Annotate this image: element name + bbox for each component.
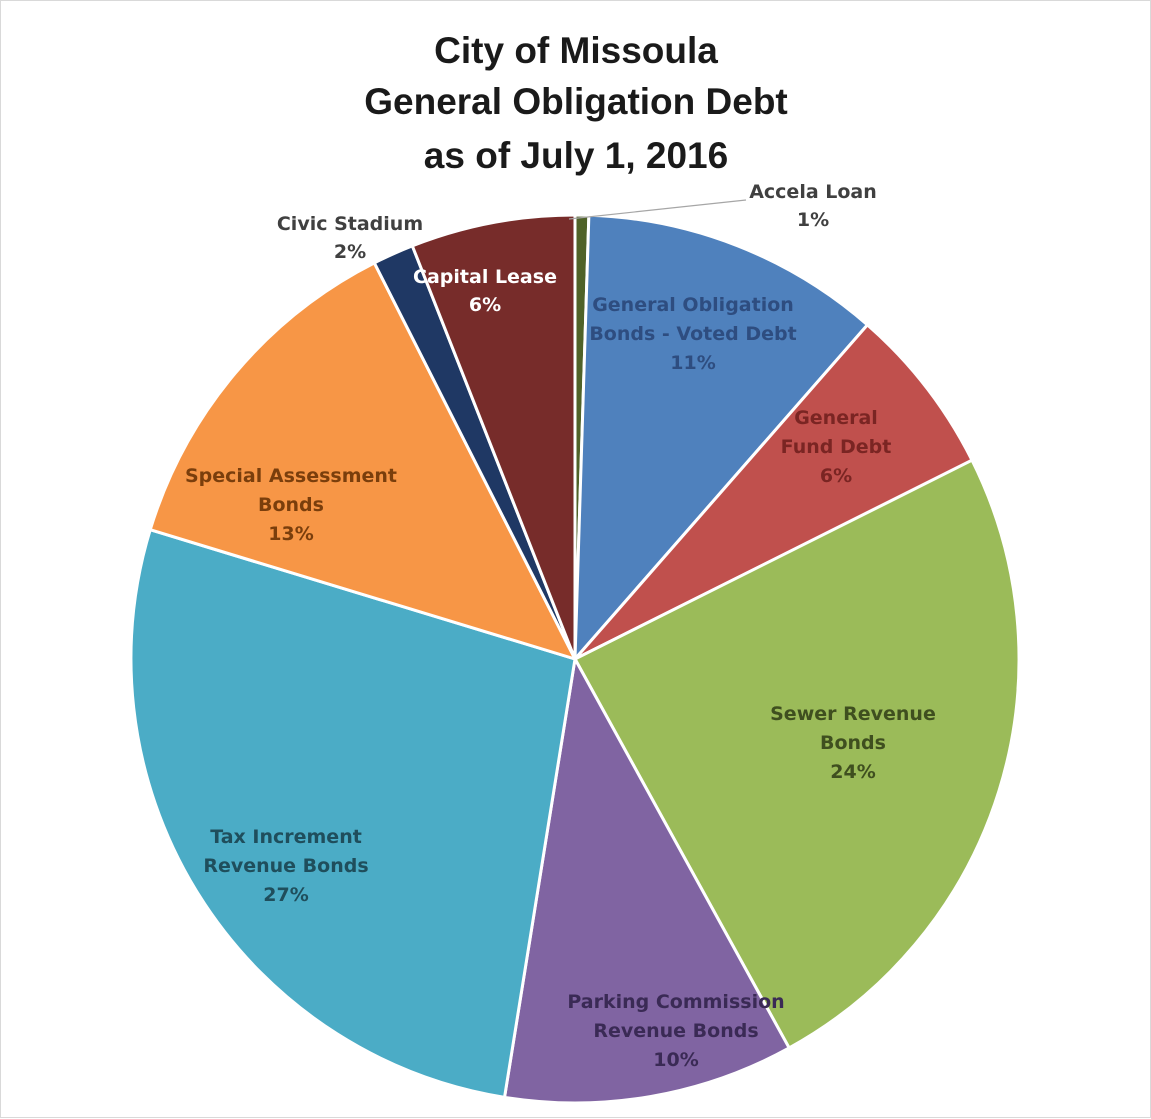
pie-slice-general-obligation-bonds-voted-debt [573, 213, 869, 661]
slice-label: General Fund Debt 6% [781, 407, 892, 487]
slice-label: Special Assessment Bonds 13% [185, 465, 397, 545]
leader-line [568, 199, 747, 220]
slice-label: Parking Commission Revenue Bonds 10% [567, 991, 784, 1071]
chart-title-line: as of July 1, 2016 [424, 135, 728, 176]
leader-lines [568, 199, 747, 220]
pie-slice-special-assessment-bonds [148, 261, 577, 661]
chart-title-line: City of Missoula [434, 30, 718, 71]
pie-slice-sewer-revenue-bonds [573, 458, 1021, 1050]
pie-slice-tax-increment-revenue-bonds [129, 528, 577, 1099]
slice-label: Capital Lease 6% [413, 266, 557, 316]
slice-label: Sewer Revenue Bonds 24% [770, 703, 936, 783]
chart-title-line: General Obligation Debt [364, 81, 788, 122]
slice-labels: Accela Loan 1% General Obligation Bonds - V… [185, 181, 936, 1071]
pie-slice-parking-commission-revenue-bonds [503, 657, 791, 1105]
slice-label: Civic Stadium 2% [277, 213, 423, 263]
pie-slices [129, 213, 1021, 1105]
slice-label: Accela Loan 1% [749, 181, 877, 231]
slice-label: General Obligation Bonds - Voted Debt 11% [589, 294, 796, 374]
chart-title: City of Missoula General Obligation Debt a… [364, 30, 788, 176]
pie-slice-capital-lease [410, 213, 577, 661]
pie-slice-general-fund-debt [573, 323, 974, 661]
slice-label: Tax Increment Revenue Bonds 27% [203, 826, 368, 906]
